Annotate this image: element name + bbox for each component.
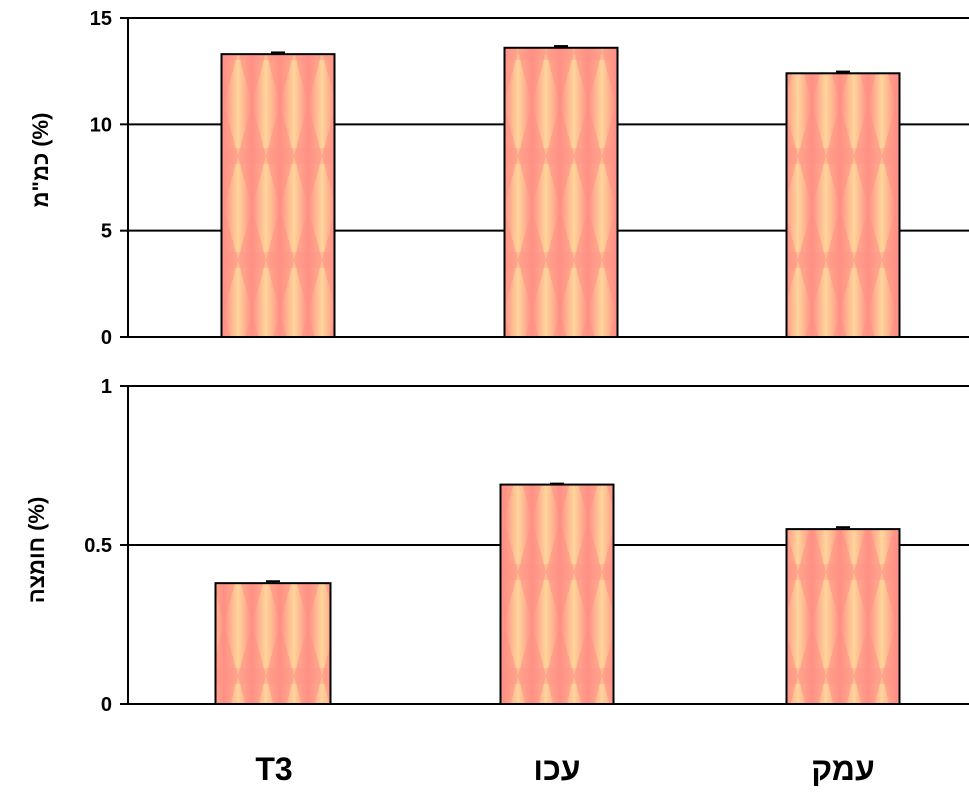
y-tick-label-top: 5 xyxy=(101,221,112,243)
y-tick-label-bottom: 1 xyxy=(101,376,112,398)
y-tick-label-bottom: 0.5 xyxy=(84,535,112,557)
bar-top-2 xyxy=(785,72,901,338)
category-label-akko: עכו xyxy=(533,751,580,787)
y-axis-label-bottom: חומצה (%) xyxy=(24,497,49,604)
bar-top-0 xyxy=(220,53,336,339)
y-tick-label-top: 10 xyxy=(90,114,112,136)
bar-bottom-2 xyxy=(785,528,901,705)
x-axis-category-labels: T3 עכו עמק xyxy=(255,751,874,787)
category-label-t3: T3 xyxy=(255,751,292,787)
category-label-emek: עמק xyxy=(811,751,875,787)
panel-top-chart: כמ"מ (%) 0 5 10 15 xyxy=(28,8,969,349)
y-tick-label-top: 0 xyxy=(101,327,112,349)
y-tick-label-bottom: 0 xyxy=(101,694,112,716)
bar-bottom-1 xyxy=(499,483,615,705)
panel-bottom-chart: חומצה (%) 0 0.5 1 xyxy=(24,376,969,716)
bar-top-1 xyxy=(503,46,619,338)
bar-bottom-0 xyxy=(214,582,332,705)
y-axis-label-top: כמ"מ (%) xyxy=(28,113,53,208)
y-tick-label-top: 15 xyxy=(90,8,112,30)
